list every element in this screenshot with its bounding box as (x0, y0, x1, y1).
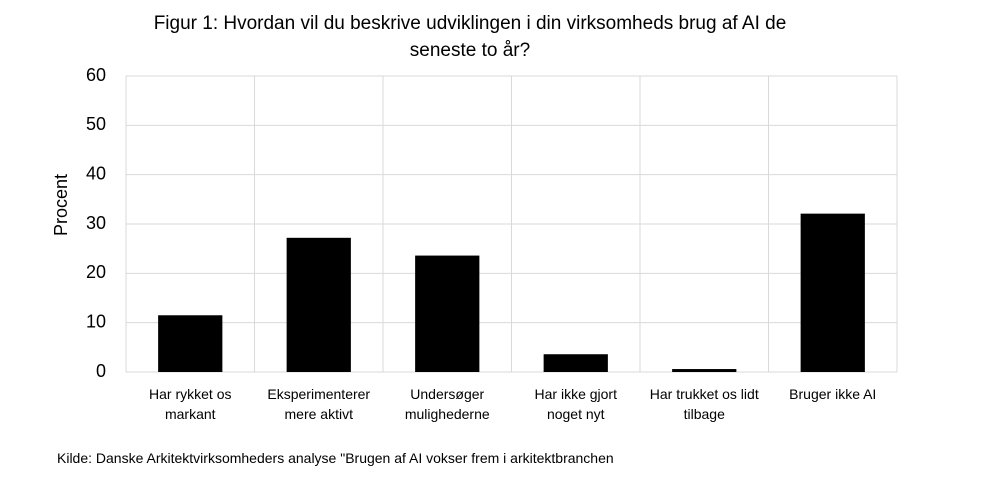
y-tick-label: 0 (96, 361, 106, 381)
y-tick-label: 10 (86, 311, 106, 331)
x-tick-label: Har ikke gjort noget nyt (534, 386, 617, 422)
bar (800, 213, 865, 372)
bar (672, 369, 737, 372)
bar (286, 237, 351, 372)
bar (415, 255, 480, 372)
x-tick-label: Bruger ikke AI (789, 386, 877, 402)
y-tick-label: 40 (86, 163, 106, 183)
source-note: Kilde: Danske Arkitektvirksomheders anal… (57, 450, 614, 466)
y-tick-label: 50 (86, 114, 106, 134)
chart-title: Figur 1: Hvordan vil du beskrive udvikli… (153, 13, 787, 61)
y-tick-label: 30 (86, 213, 106, 233)
x-tick-label: Har trukket os lidt tilbage (649, 386, 759, 422)
bar (158, 315, 223, 372)
x-tick-label: Eksperimenterer mere aktivt (267, 386, 371, 422)
y-tick-label: 60 (86, 65, 106, 85)
bar (543, 354, 608, 372)
x-tick-label: Har rykket os markant (149, 386, 232, 422)
x-tick-label: Undersøger mulighederne (404, 386, 490, 422)
y-axis-label: Procent (51, 174, 71, 236)
y-tick-label: 20 (86, 262, 106, 282)
